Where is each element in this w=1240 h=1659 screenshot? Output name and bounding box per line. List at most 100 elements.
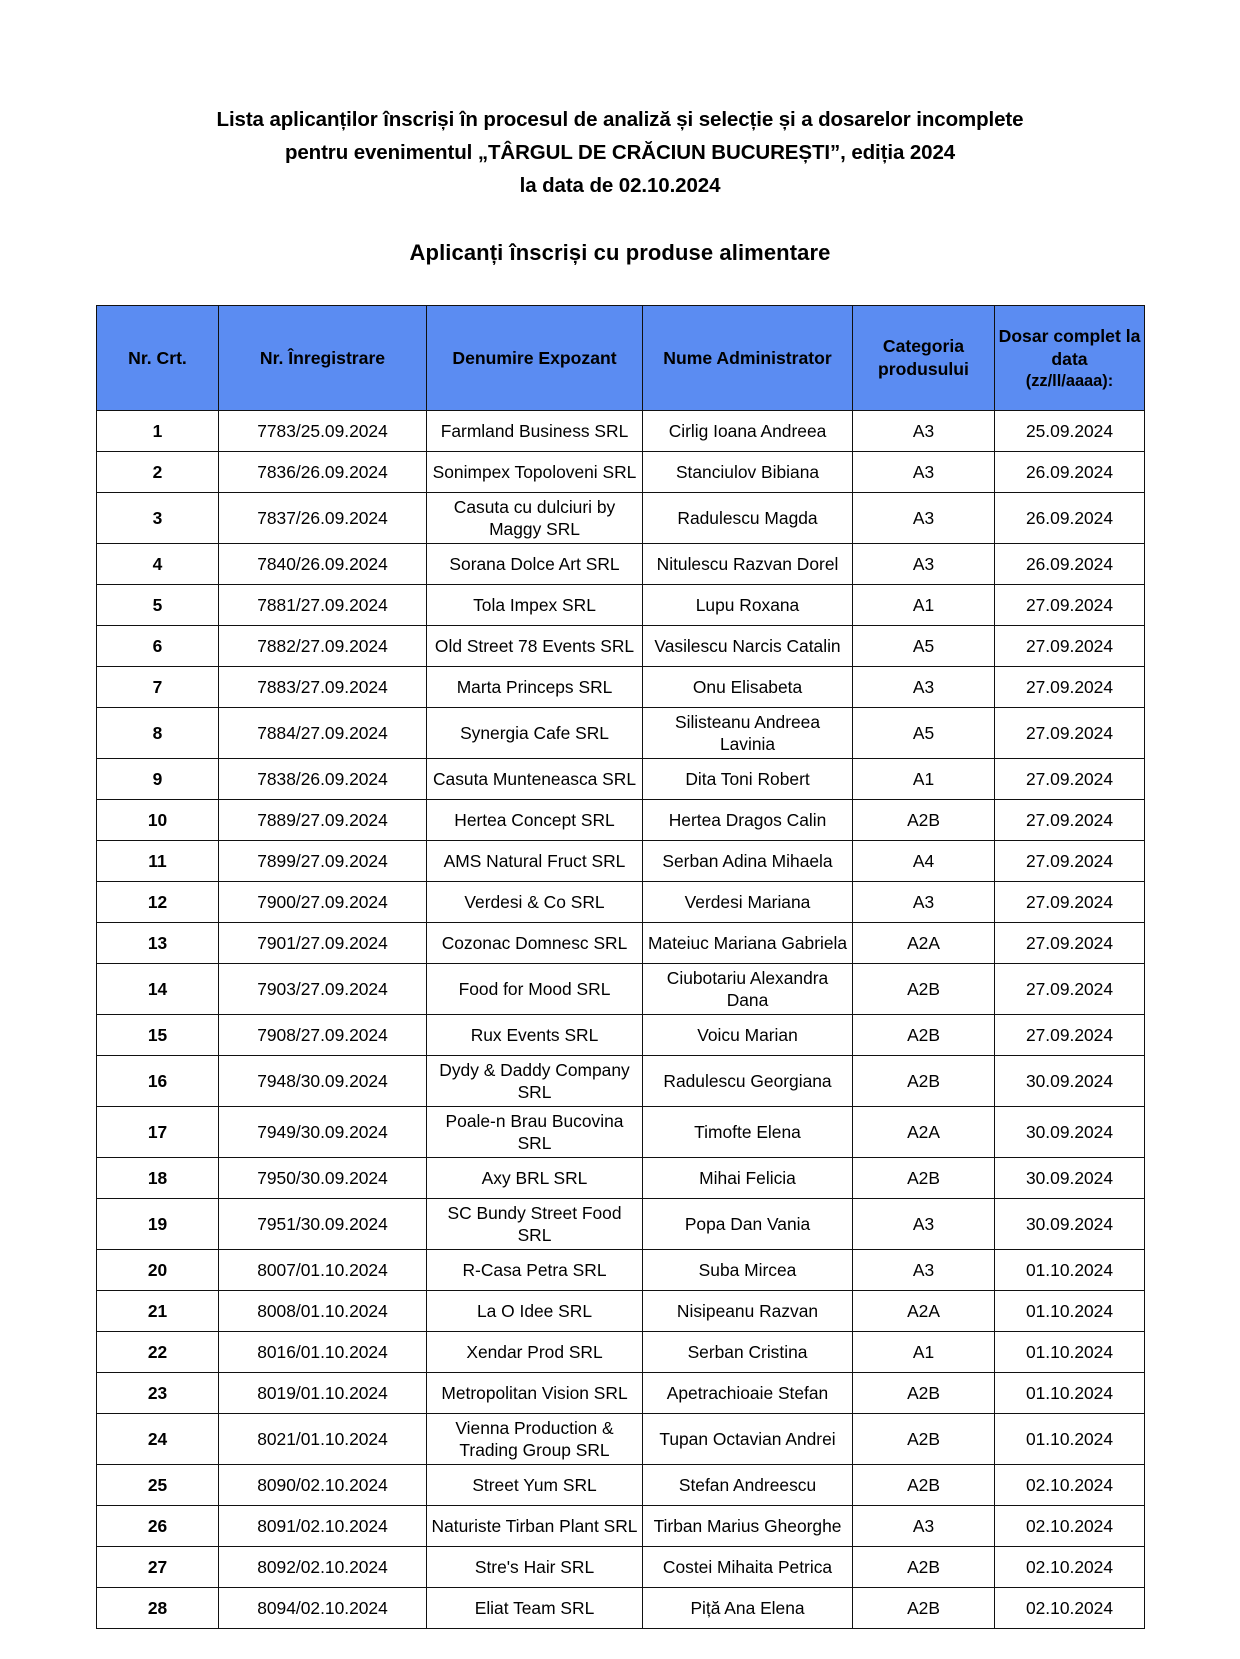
column-header-nume-administrator: Nume Administrator (642, 305, 853, 411)
cell-denumire-expozant: Synergia Cafe SRL (426, 707, 643, 759)
cell-nr-crt: 18 (96, 1157, 219, 1199)
document-title-line-2: pentru evenimentul „TÂRGUL DE CRĂCIUN BU… (284, 141, 956, 164)
table-row: 26 8091/02.10.2024 Naturiste Tirban Plant … (96, 1505, 1145, 1547)
cell-denumire-expozant: Old Street 78 Events SRL (426, 625, 643, 667)
column-header-nr-inregistrare: Nr. Înregistrare (218, 305, 427, 411)
cell-nume-administrator: Serban Cristina (642, 1331, 853, 1373)
table-row: 2 7836/26.09.2024 Sonimpex Topoloveni SRL S… (96, 451, 1145, 493)
cell-nr-inregistrare: 7903/27.09.2024 (218, 963, 427, 1015)
table-row: 12 7900/27.09.2024 Verdesi & Co SRL Verdesi… (96, 881, 1145, 923)
cell-denumire-expozant: Metropolitan Vision SRL (426, 1372, 643, 1414)
cell-nume-administrator: Nitulescu Razvan Dorel (642, 543, 853, 585)
cell-categoria-produsului: A3 (852, 1198, 995, 1250)
cell-nr-crt: 3 (96, 492, 219, 544)
table-row: 5 7881/27.09.2024 Tola Impex SRL Lupu Roxan… (96, 584, 1145, 626)
cell-dosar-complet: 27.09.2024 (994, 799, 1145, 841)
cell-nr-inregistrare: 8092/02.10.2024 (218, 1546, 427, 1588)
cell-dosar-complet: 26.09.2024 (994, 543, 1145, 585)
cell-nr-inregistrare: 7900/27.09.2024 (218, 881, 427, 923)
table-row: 13 7901/27.09.2024 Cozonac Domnesc SRL Mate… (96, 922, 1145, 964)
cell-nume-administrator: Voicu Marian (642, 1014, 853, 1056)
cell-denumire-expozant: SC Bundy Street Food SRL (426, 1198, 643, 1250)
cell-nume-administrator: Vasilescu Narcis Catalin (642, 625, 853, 667)
cell-nr-crt: 22 (96, 1331, 219, 1373)
table-row: 17 7949/30.09.2024 Poale-n Brau Bucovina S… (96, 1106, 1145, 1158)
cell-dosar-complet: 27.09.2024 (994, 922, 1145, 964)
cell-nr-crt: 14 (96, 963, 219, 1015)
cell-categoria-produsului: A2B (852, 1413, 995, 1465)
cell-nume-administrator: Stanciulov Bibiana (642, 451, 853, 493)
table-row: 9 7838/26.09.2024 Casuta Munteneasca SRL Di… (96, 758, 1145, 800)
cell-nume-administrator: Dita Toni Robert (642, 758, 853, 800)
document-header: Lista aplicanților înscriși în procesul … (0, 0, 1240, 202)
cell-categoria-produsului: A2B (852, 1372, 995, 1414)
cell-nr-inregistrare: 7840/26.09.2024 (218, 543, 427, 585)
cell-denumire-expozant: Poale-n Brau Bucovina SRL (426, 1106, 643, 1158)
cell-nr-crt: 27 (96, 1546, 219, 1588)
cell-nr-crt: 7 (96, 666, 219, 708)
table-header-row: Nr. Crt. Nr. Înregistrare Denumire Expoz… (96, 305, 1145, 411)
table-body: 1 7783/25.09.2024 Farmland Business SRL Cir… (96, 410, 1145, 1629)
table-row: 4 7840/26.09.2024 Sorana Dolce Art SRL Nitu… (96, 543, 1145, 585)
cell-nr-inregistrare: 8094/02.10.2024 (218, 1587, 427, 1629)
cell-nume-administrator: Verdesi Mariana (642, 881, 853, 923)
cell-nr-inregistrare: 7908/27.09.2024 (218, 1014, 427, 1056)
cell-nr-inregistrare: 8007/01.10.2024 (218, 1249, 427, 1291)
cell-dosar-complet: 27.09.2024 (994, 666, 1145, 708)
cell-dosar-complet: 30.09.2024 (994, 1106, 1145, 1158)
table-row: 19 7951/30.09.2024 SC Bundy Street Food SR… (96, 1198, 1145, 1250)
cell-nr-crt: 15 (96, 1014, 219, 1056)
cell-nume-administrator: Lupu Roxana (642, 584, 853, 626)
cell-nr-inregistrare: 7883/27.09.2024 (218, 666, 427, 708)
cell-nume-administrator: Mateiuc Mariana Gabriela (642, 922, 853, 964)
table-row: 28 8094/02.10.2024 Eliat Team SRL Piță Ana … (96, 1587, 1145, 1629)
table-row: 20 8007/01.10.2024 R-Casa Petra SRL Suba Mi… (96, 1249, 1145, 1291)
column-header-categoria-produsului: Categoria produsului (852, 305, 995, 411)
cell-categoria-produsului: A5 (852, 707, 995, 759)
cell-dosar-complet: 25.09.2024 (994, 410, 1145, 452)
cell-categoria-produsului: A2B (852, 1546, 995, 1588)
cell-nr-crt: 13 (96, 922, 219, 964)
cell-nr-crt: 4 (96, 543, 219, 585)
cell-nr-inregistrare: 8019/01.10.2024 (218, 1372, 427, 1414)
cell-dosar-complet: 01.10.2024 (994, 1290, 1145, 1332)
cell-nr-crt: 5 (96, 584, 219, 626)
cell-nume-administrator: Tirban Marius Gheorghe (642, 1505, 853, 1547)
cell-categoria-produsului: A3 (852, 666, 995, 708)
cell-categoria-produsului: A3 (852, 881, 995, 923)
section-subtitle: Aplicanți înscriși cu produse alimentare (409, 240, 831, 265)
cell-categoria-produsului: A3 (852, 410, 995, 452)
cell-nr-inregistrare: 7837/26.09.2024 (218, 492, 427, 544)
cell-nr-inregistrare: 7949/30.09.2024 (218, 1106, 427, 1158)
cell-denumire-expozant: AMS Natural Fruct SRL (426, 840, 643, 882)
cell-nr-inregistrare: 7884/27.09.2024 (218, 707, 427, 759)
cell-nr-inregistrare: 8091/02.10.2024 (218, 1505, 427, 1547)
cell-nume-administrator: Nisipeanu Razvan (642, 1290, 853, 1332)
cell-nr-crt: 28 (96, 1587, 219, 1629)
cell-categoria-produsului: A2B (852, 1157, 995, 1199)
cell-denumire-expozant: Farmland Business SRL (426, 410, 643, 452)
cell-nume-administrator: Stefan Andreescu (642, 1464, 853, 1506)
cell-dosar-complet: 02.10.2024 (994, 1464, 1145, 1506)
cell-nr-crt: 25 (96, 1464, 219, 1506)
cell-dosar-complet: 01.10.2024 (994, 1413, 1145, 1465)
cell-denumire-expozant: Street Yum SRL (426, 1464, 643, 1506)
cell-dosar-complet: 02.10.2024 (994, 1505, 1145, 1547)
cell-denumire-expozant: Casuta cu dulciuri by Maggy SRL (426, 492, 643, 544)
cell-nume-administrator: Hertea Dragos Calin (642, 799, 853, 841)
cell-nr-inregistrare: 7899/27.09.2024 (218, 840, 427, 882)
cell-nume-administrator: Timofte Elena (642, 1106, 853, 1158)
cell-denumire-expozant: Axy BRL SRL (426, 1157, 643, 1199)
cell-nr-crt: 10 (96, 799, 219, 841)
cell-denumire-expozant: Stre's Hair SRL (426, 1546, 643, 1588)
cell-nr-inregistrare: 7881/27.09.2024 (218, 584, 427, 626)
cell-dosar-complet: 01.10.2024 (994, 1372, 1145, 1414)
cell-nume-administrator: Silisteanu Andreea Lavinia (642, 707, 853, 759)
cell-nume-administrator: Serban Adina Mihaela (642, 840, 853, 882)
applicants-table: Nr. Crt. Nr. Înregistrare Denumire Expoz… (96, 305, 1145, 1629)
table-row: 25 8090/02.10.2024 Street Yum SRL Stefan An… (96, 1464, 1145, 1506)
cell-dosar-complet: 26.09.2024 (994, 451, 1145, 493)
table-header: Nr. Crt. Nr. Înregistrare Denumire Expoz… (96, 305, 1145, 411)
cell-nume-administrator: Radulescu Georgiana (642, 1055, 853, 1107)
cell-denumire-expozant: Verdesi & Co SRL (426, 881, 643, 923)
